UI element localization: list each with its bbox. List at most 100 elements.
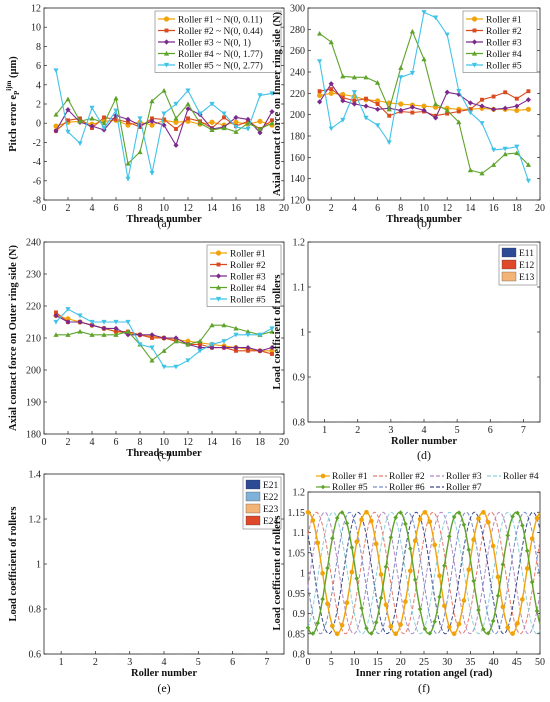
series-7 (307, 511, 541, 635)
data-point (485, 520, 491, 525)
legend-label: E12 (519, 261, 535, 271)
data-point (456, 89, 462, 94)
x-tick-label: 40 (489, 657, 499, 668)
data-point (354, 539, 360, 545)
y-axis-label: Axial contact force on Outer ring side (… (8, 245, 19, 431)
data-point (359, 605, 364, 611)
data-point (197, 120, 203, 126)
data-point (398, 510, 403, 515)
y-tick-label: -8 (33, 196, 41, 207)
y-tick-label: 230 (26, 270, 41, 281)
data-point (89, 332, 95, 337)
data-point (421, 10, 427, 15)
data-point (524, 566, 530, 571)
data-point (65, 332, 71, 337)
x-tick-label: 6 (488, 425, 493, 436)
data-point (77, 319, 83, 325)
data-point (479, 170, 485, 176)
data-point (257, 130, 263, 136)
x-tick-label: 10 (419, 203, 429, 214)
data-point (373, 620, 379, 625)
x-tick-label: 2 (66, 437, 71, 448)
data-point (368, 518, 374, 524)
data-point (500, 604, 506, 610)
data-point (500, 562, 506, 567)
data-point (320, 570, 325, 576)
data-point (221, 111, 227, 117)
data-point (257, 332, 263, 338)
panel-caption: (d) (417, 448, 431, 462)
y-tick-label: 1.15 (288, 508, 306, 519)
data-point (514, 150, 520, 156)
data-point (467, 110, 473, 116)
data-point (369, 631, 374, 636)
x-tick-label: 4 (90, 203, 95, 214)
data-point (344, 600, 350, 606)
data-point (89, 123, 95, 129)
data-point (466, 547, 472, 552)
legend-marker (216, 262, 221, 267)
data-point (102, 115, 106, 120)
series-line (307, 511, 541, 635)
data-point (421, 103, 427, 109)
data-point (77, 141, 83, 146)
data-point (53, 123, 59, 129)
data-point (467, 100, 473, 106)
data-point (89, 105, 95, 111)
data-point (53, 111, 59, 117)
data-point (525, 178, 531, 184)
y-axis-label: Axial contact force on Inner ring side (… (272, 11, 283, 196)
data-point (161, 335, 167, 341)
x-tick-label: 5 (196, 657, 201, 668)
data-point (65, 129, 71, 135)
data-point (53, 319, 59, 325)
legend-marker (215, 296, 222, 302)
data-point (334, 515, 340, 521)
legend-label: Roller #5 ~ N(0, 2.77) (178, 61, 263, 72)
data-point (363, 115, 369, 121)
panel-b: 120 140 160 180 200 220 240 260 280 300 0 2 4 6 8 10 12 1… (272, 4, 545, 231)
data-point (269, 91, 275, 97)
data-point (233, 119, 239, 125)
data-point (344, 520, 350, 526)
data-point (222, 115, 226, 120)
x-tick-label: 18 (255, 437, 265, 448)
y-tick-label: 6 (36, 61, 41, 72)
legend-swatch (501, 247, 517, 258)
data-point (505, 625, 511, 630)
data-point (468, 107, 473, 112)
data-point (485, 630, 491, 636)
data-point (245, 116, 251, 122)
data-point (433, 15, 439, 21)
x-tick-label: 8 (398, 203, 403, 214)
x-tick-label: 0 (42, 203, 47, 214)
data-point (375, 80, 381, 85)
y-tick-label: 0.9 (293, 373, 306, 384)
panel-caption: (a) (157, 216, 170, 230)
y-tick-label: 200 (290, 110, 305, 121)
data-point (77, 313, 83, 319)
data-point (101, 325, 107, 331)
data-point (351, 90, 357, 95)
x-tick-label: 5 (455, 425, 460, 436)
series-4 (317, 28, 531, 176)
series-5 (53, 68, 275, 182)
x-tick-label: 20 (535, 203, 545, 214)
data-point (126, 120, 130, 125)
data-point (351, 74, 357, 80)
x-tick-label: 14 (207, 203, 217, 214)
data-point (352, 98, 357, 103)
data-point (185, 341, 191, 347)
legend-label: Roller #5 (332, 483, 368, 493)
panel-d: 0.8 0.9 1 1.1 1.2 1 2 3 4 5 6 7 Roller number Load co… (272, 238, 541, 462)
data-point (150, 336, 154, 340)
data-point (479, 121, 485, 126)
data-point (330, 623, 335, 629)
data-point (257, 93, 263, 98)
data-point (317, 99, 323, 105)
data-point (101, 120, 107, 126)
data-point (510, 514, 515, 519)
data-point (491, 162, 497, 167)
data-point (269, 120, 275, 126)
